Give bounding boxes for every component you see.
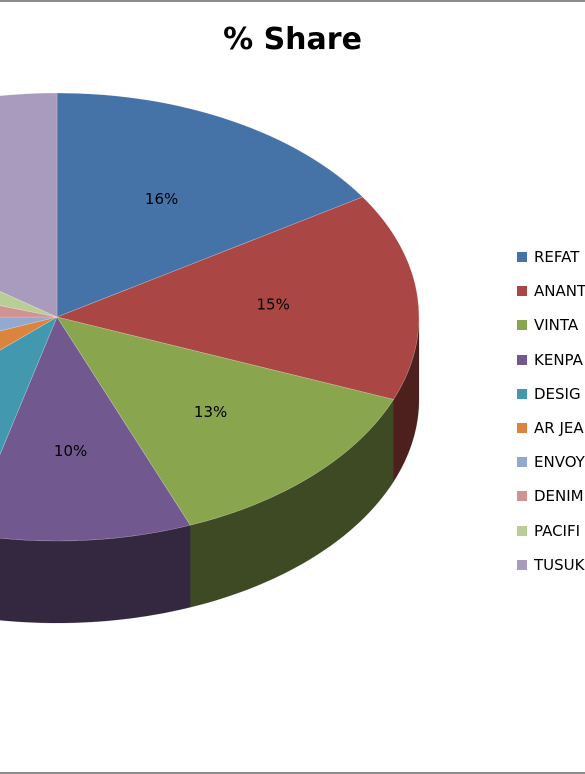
legend-swatch [517,252,527,263]
pie-slice-desig [0,316,58,456]
legend-swatch [517,491,527,502]
legend-label: DESIG [534,384,581,403]
legend-swatch [517,559,527,570]
legend-item: AR JEA [517,411,585,445]
legend-item: PACIFI [517,514,585,548]
data-label-refat: 16% [145,190,178,208]
legend-label: KENPA [534,350,583,369]
legend-swatch [517,320,527,331]
legend-label: AR JEA [534,419,584,438]
legend-item: KENPA [517,343,585,377]
legend-item: ENVOY [517,445,585,479]
legend-item: ANANT [517,274,585,308]
legend-swatch [517,423,527,434]
pie-slice-envoy [0,316,58,332]
pie-slice-tusuk [0,92,58,318]
legend-label: VINTA [534,316,579,335]
legend-label: REFAT [534,248,580,267]
pie-slice-kenpa [0,316,191,542]
data-label-anant: 15% [257,295,290,313]
legend: REFAT ANANT VINTA KENPA DESIG AR JEA ENVOY DENI… [517,240,585,582]
legend-label: PACIFI [534,521,581,540]
data-label-kenpa: 10% [54,442,87,460]
legend-item: VINTA [517,308,585,342]
legend-swatch [517,354,527,365]
legend-item: DENIM [517,479,585,513]
legend-swatch [517,525,527,536]
legend-swatch [517,388,527,399]
legend-item: DESIG [517,377,585,411]
legend-swatch [517,286,527,297]
pie-slice-pacifi [0,291,58,318]
legend-label: TUSUK [534,555,585,574]
data-label-vinta: 13% [194,403,227,421]
pie-slice-refat [56,92,364,318]
legend-label: ANANT [534,282,585,301]
pie-slice-vinta [56,316,395,526]
legend-swatch [517,457,527,468]
legend-label: ENVOY [534,453,585,472]
pie-slice-ar-jea [0,316,58,351]
legend-item: TUSUK [517,548,585,582]
legend-item: REFAT [517,240,585,274]
legend-label: DENIM [534,487,584,506]
pie-slice-anant [56,196,420,400]
chart-title: % Share [223,22,362,57]
